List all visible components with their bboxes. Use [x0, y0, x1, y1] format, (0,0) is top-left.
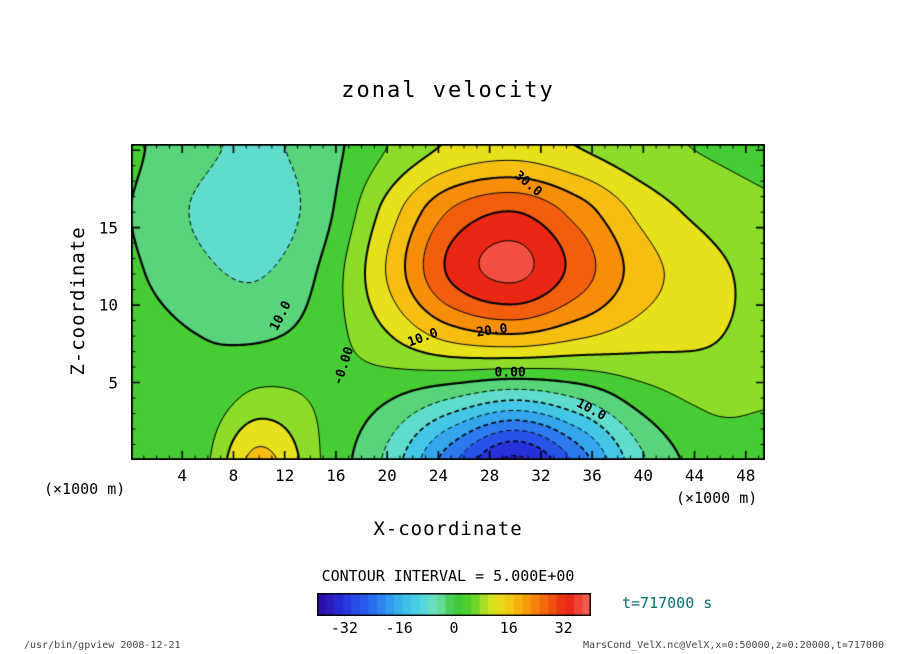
- contour-plot: 30.0 10.0 -0.00 10.0 20.0 0.00 10.0: [131, 144, 765, 460]
- colorbar-tick-labels: -32 -16 0 16 32: [317, 619, 591, 637]
- colorbar-tick-label: 0: [449, 619, 459, 637]
- chart-title: zonal velocity: [341, 78, 555, 103]
- x-tick-label: 20: [377, 466, 397, 485]
- colorbar-tick-label: -16: [385, 619, 413, 637]
- contour-plot-canvas: [131, 144, 765, 460]
- contour-interval-text: CONTOUR INTERVAL = 5.000E+00: [321, 567, 575, 585]
- x-tick-label: 48: [736, 466, 756, 485]
- time-label: t=717000 s: [622, 594, 713, 612]
- x-tick-label: 40: [633, 466, 653, 485]
- x-axis-label: X-coordinate: [373, 518, 523, 540]
- colorbar-tick-label: 16: [499, 619, 518, 637]
- y-tick-label: 10: [98, 295, 118, 315]
- x-tick-label: 28: [479, 466, 500, 485]
- x-tick-label: 12: [275, 466, 295, 485]
- y-tick-label: 15: [98, 218, 118, 238]
- y-tick-label: 5: [108, 373, 118, 393]
- colorbar-tick-label: 32: [554, 619, 573, 637]
- footer-file-text: MarsCond_VelX.nc@VelX,x=0:50000,z=0:2000…: [582, 640, 884, 651]
- x-tick-label: 44: [684, 466, 705, 485]
- x-tick-label: 8: [228, 466, 239, 485]
- x-tick-label: 36: [582, 466, 602, 485]
- colorbar-canvas: [317, 593, 591, 616]
- colorbar: [317, 593, 591, 616]
- z-axis-unit-note: (×1000 m): [44, 480, 126, 498]
- colorbar-tick-label: -32: [330, 619, 358, 637]
- x-tick-label: 16: [326, 466, 346, 485]
- x-tick-label: 32: [531, 466, 551, 485]
- x-axis-tick-labels: 4 8 12 16 20 24 28 32 36 40 44 48: [131, 466, 765, 488]
- x-tick-label: 24: [428, 466, 449, 485]
- x-axis-unit-note: (×1000 m): [676, 489, 758, 507]
- x-tick-label: 4: [177, 466, 188, 485]
- y-axis-tick-labels: 5 10 15: [80, 144, 122, 460]
- footer-command-text: /usr/bin/gpview 2008-12-21: [24, 640, 181, 651]
